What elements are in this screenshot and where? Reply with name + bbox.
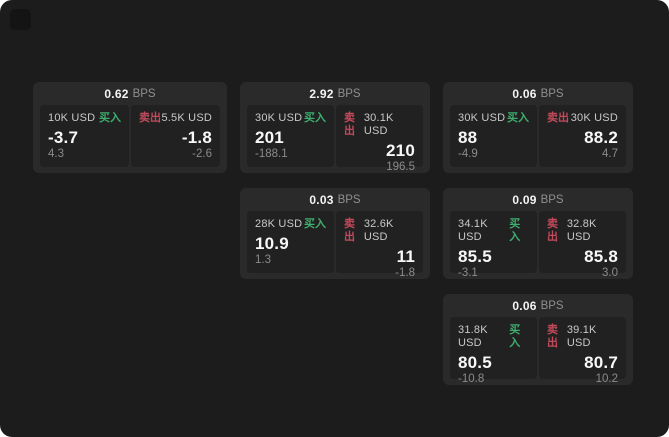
buy-sell-panels: 31.8K USD 买入 80.5 -10.8 卖出 39.1K USD 80.…	[450, 317, 626, 385]
sell-side-label: 卖出	[344, 218, 355, 243]
sell-price: 210	[386, 141, 415, 160]
buy-side-label: 买入	[509, 218, 521, 243]
sell-side-label: 卖出	[139, 112, 161, 124]
buy-sell-panels: 34.1K USD 买入 85.5 -3.1 卖出 32.8K USD 85.8…	[450, 211, 626, 279]
buy-side-label: 买入	[99, 112, 121, 124]
sell-panel[interactable]: 卖出 5.5K USD -1.8 -2.6	[131, 105, 220, 167]
bps-unit-label: BPS	[540, 87, 564, 100]
buy-price: -3.7	[48, 128, 79, 147]
sell-change: -2.6	[192, 148, 212, 160]
sell-side-label: 卖出	[547, 112, 569, 124]
buy-panel[interactable]: 30K USD 买入 201 -188.1	[247, 105, 334, 167]
buy-size: 28K USD	[255, 218, 303, 230]
buy-price: 85.5	[458, 247, 492, 266]
spread-value: 0.06	[512, 86, 537, 101]
buy-change: -4.9	[458, 148, 478, 160]
sell-size: 30K USD	[570, 112, 618, 124]
buy-price: 88	[458, 128, 478, 147]
spread-header: 0.03 BPS	[247, 188, 423, 211]
spread-value: 0.62	[104, 86, 129, 101]
sell-price: 88.2	[584, 128, 618, 147]
sell-size: 5.5K USD	[161, 112, 212, 124]
spread-header: 0.06 BPS	[450, 294, 626, 317]
sell-price: 80.7	[584, 353, 618, 372]
buy-change: -3.1	[458, 267, 478, 279]
buy-side-label: 买入	[304, 112, 326, 124]
bps-unit-label: BPS	[132, 87, 156, 100]
buy-change: 1.3	[255, 254, 271, 266]
buy-price: 10.9	[255, 234, 289, 253]
buy-size: 10K USD	[48, 112, 96, 124]
buy-sell-panels: 10K USD 买入 -3.7 4.3 卖出 5.5K USD -1.8 -2.…	[40, 105, 220, 167]
buy-change: -188.1	[255, 148, 288, 160]
sell-change: 10.2	[595, 373, 618, 385]
buy-size: 34.1K USD	[458, 218, 488, 243]
buy-sell-panels: 30K USD 买入 201 -188.1 卖出 30.1K USD 210 1…	[247, 105, 423, 173]
buy-size: 30K USD	[255, 112, 303, 124]
sell-price: 85.8	[584, 247, 618, 266]
spread-value: 2.92	[309, 86, 334, 101]
sell-panel[interactable]: 卖出 39.1K USD 80.7 10.2	[539, 317, 626, 385]
buy-panel[interactable]: 30K USD 买入 88 -4.9	[450, 105, 537, 167]
sell-price: -1.8	[181, 128, 212, 147]
buy-panel[interactable]: 31.8K USD 买入 80.5 -10.8	[450, 317, 537, 385]
sell-size: 39.1K USD	[566, 324, 597, 349]
sell-change: -1.8	[395, 267, 415, 279]
buy-price: 80.5	[458, 353, 492, 372]
sell-panel[interactable]: 卖出 30K USD 88.2 4.7	[539, 105, 626, 167]
quote-card: 0.62 BPS 10K USD 买入 -3.7 4.3 卖出 5.5K USD	[33, 82, 227, 173]
sell-side-label: 卖出	[547, 218, 558, 243]
buy-price: 201	[255, 128, 284, 147]
corner-button[interactable]	[10, 9, 31, 30]
sell-change: 3.0	[602, 267, 618, 279]
sell-price: 11	[396, 247, 415, 266]
buy-side-label: 买入	[509, 324, 521, 349]
buy-sell-panels: 30K USD 买入 88 -4.9 卖出 30K USD 88.2 4.7	[450, 105, 626, 167]
quote-card: 0.09 BPS 34.1K USD 买入 85.5 -3.1 卖出 32.8K…	[443, 188, 633, 279]
spread-header: 0.06 BPS	[450, 82, 626, 105]
buy-panel[interactable]: 34.1K USD 买入 85.5 -3.1	[450, 211, 537, 279]
bps-unit-label: BPS	[540, 299, 564, 312]
sell-size: 32.6K USD	[363, 218, 394, 243]
buy-change: -10.8	[458, 373, 485, 385]
sell-panel[interactable]: 卖出 32.8K USD 85.8 3.0	[539, 211, 626, 279]
sell-panel[interactable]: 卖出 30.1K USD 210 196.5	[336, 105, 423, 173]
sell-size: 30.1K USD	[363, 112, 394, 137]
quote-grid: 0.62 BPS 10K USD 买入 -3.7 4.3 卖出 5.5K USD	[33, 82, 633, 385]
spread-header: 0.62 BPS	[40, 82, 220, 105]
spread-value: 0.09	[512, 192, 537, 207]
sell-side-label: 卖出	[344, 112, 355, 137]
spread-header: 2.92 BPS	[247, 82, 423, 105]
quote-card: 0.03 BPS 28K USD 买入 10.9 1.3 卖出 32.6K US…	[240, 188, 430, 279]
quote-card: 0.06 BPS 31.8K USD 买入 80.5 -10.8 卖出 39.1…	[443, 294, 633, 385]
spread-value: 0.06	[512, 298, 537, 313]
quote-card: 0.06 BPS 30K USD 买入 88 -4.9 卖出 30K USD	[443, 82, 633, 173]
sell-side-label: 卖出	[547, 324, 558, 349]
sell-size: 32.8K USD	[566, 218, 597, 243]
buy-size: 31.8K USD	[458, 324, 488, 349]
buy-side-label: 买入	[304, 218, 326, 230]
spread-value: 0.03	[309, 192, 334, 207]
buy-panel[interactable]: 28K USD 买入 10.9 1.3	[247, 211, 334, 273]
bps-unit-label: BPS	[540, 193, 564, 206]
sell-change: 196.5	[386, 161, 415, 173]
buy-side-label: 买入	[507, 112, 529, 124]
bps-unit-label: BPS	[337, 193, 361, 206]
buy-sell-panels: 28K USD 买入 10.9 1.3 卖出 32.6K USD 11 -1.8	[247, 211, 423, 279]
buy-change: 4.3	[48, 148, 64, 160]
buy-panel[interactable]: 10K USD 买入 -3.7 4.3	[40, 105, 129, 167]
sell-panel[interactable]: 卖出 32.6K USD 11 -1.8	[336, 211, 423, 279]
bps-unit-label: BPS	[337, 87, 361, 100]
sell-change: 4.7	[602, 148, 618, 160]
spread-header: 0.09 BPS	[450, 188, 626, 211]
buy-size: 30K USD	[458, 112, 506, 124]
quote-card: 2.92 BPS 30K USD 买入 201 -188.1 卖出 30.1K …	[240, 82, 430, 173]
